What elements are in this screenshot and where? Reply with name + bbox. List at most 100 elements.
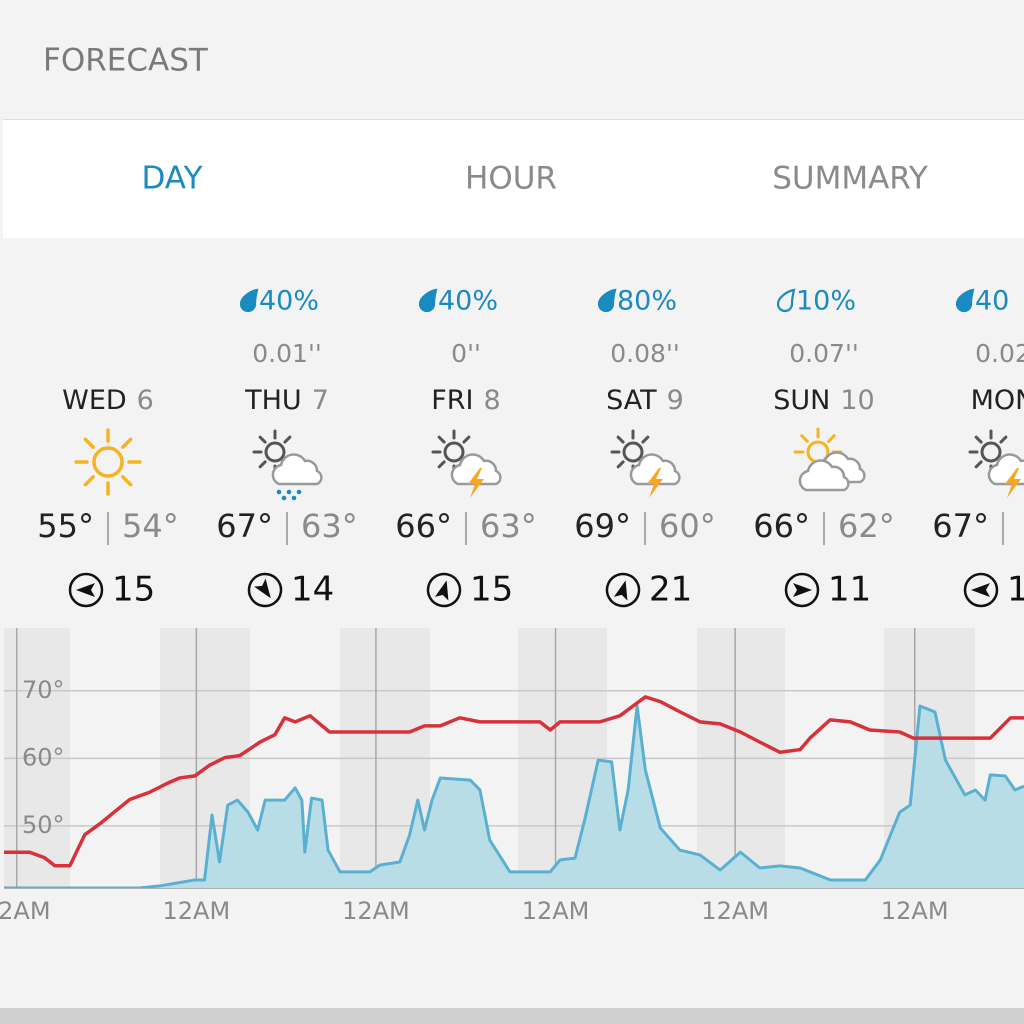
sun-ray [83, 475, 95, 487]
weather-icon [431, 429, 502, 498]
day-date: 8 [484, 385, 501, 416]
x-tick-label: 12AM [522, 897, 590, 925]
tab[interactable]: HOUR [465, 161, 557, 197]
precip-chance: 40% [259, 286, 319, 317]
wind-ring [247, 572, 283, 608]
day-name: SAT [606, 385, 657, 416]
x-tick-label: 12AM [881, 897, 949, 925]
day-column: 40% 0.01'' THU 7 67° 63° 14 [216, 286, 358, 610]
rain-drop [286, 489, 292, 495]
sun [622, 441, 644, 463]
wind-arrow [76, 583, 95, 597]
high-temp: 69° [574, 507, 631, 545]
day-column: 80% 0.08'' SAT 9 69° 60° 21 [574, 286, 715, 610]
low-temp: 54° [122, 507, 179, 545]
tab[interactable]: DAY [141, 161, 202, 197]
low-temp: 60° [659, 507, 716, 545]
precip-chance: 80% [617, 286, 677, 317]
wind-speed: 15 [470, 570, 513, 610]
sun-ray [800, 434, 809, 443]
precip-drop [776, 288, 796, 313]
cloud [987, 453, 1024, 486]
day-date: 10 [840, 385, 874, 416]
tabs: DAY HOUR SUMMARY [141, 161, 927, 197]
sun-ray [974, 460, 983, 469]
wind-ring [68, 572, 104, 608]
day-name: THU [244, 385, 302, 416]
low-temp: 62° [838, 507, 895, 545]
wind-speed: 14 [291, 570, 334, 610]
wind-icon [68, 572, 104, 608]
sun-ray [616, 435, 625, 444]
y-tick-label: 60° [22, 743, 65, 771]
wind-speed: 15 [112, 570, 155, 610]
weather-icon [252, 429, 323, 501]
y-tick-label: 70° [22, 676, 65, 704]
sun [980, 441, 1002, 463]
precip-chance: 10% [796, 286, 856, 317]
day-label: WED 6 [62, 385, 154, 416]
day-name: WED [62, 385, 127, 416]
wind-icon [963, 572, 999, 608]
precip-amount: 0.02 [975, 339, 1024, 368]
wind-ring [605, 572, 641, 608]
cloud [629, 453, 681, 486]
day-column: 40% 0'' FRI 8 66° 63° 15 [395, 286, 536, 610]
precip-amount: 0.08'' [610, 339, 679, 368]
x-tick-label: 12AM [0, 897, 51, 925]
sun-ray [121, 437, 133, 449]
wind-ring [963, 572, 999, 608]
sun [92, 446, 124, 478]
precip-chance: 40 [975, 286, 1009, 317]
low-temp: 63° [301, 507, 358, 545]
temperature-line [4, 695, 1024, 868]
day-label: THU 7 [244, 385, 329, 416]
day-date: 6 [137, 385, 154, 416]
sun-ray [999, 435, 1008, 444]
weather-icon [793, 427, 866, 492]
sun-ray [121, 475, 133, 487]
precip-drop [418, 288, 438, 313]
wind-arrow [613, 580, 628, 601]
sun-ray [641, 435, 650, 444]
section-title: FORECAST [43, 43, 209, 79]
high-temp: 55° [37, 507, 94, 545]
sun-ray [437, 435, 446, 444]
precip-drop [955, 288, 975, 313]
day-name: SUN [773, 385, 830, 416]
wind-icon [784, 572, 820, 608]
rain-drop [291, 495, 297, 501]
day-label: SAT 9 [606, 385, 684, 416]
precip-amount: 0.01'' [252, 339, 321, 368]
precip-amount: 0.07'' [789, 339, 858, 368]
day-label: MON [971, 385, 1024, 416]
sun [443, 441, 465, 463]
x-tick-label: 12AM [162, 897, 230, 925]
chart: 50° 60° 70° 12AM 12AM 12AM 12AM 12AM 12AM [0, 628, 1024, 925]
high-temp: 66° [753, 507, 810, 545]
sun-ray [258, 435, 267, 444]
x-tick-label: 12AM [342, 897, 410, 925]
day-columns: WED 6 55° 54° 15 40% 0.01'' THU 7 67° 63° 14 40% 0'' F… [37, 286, 1024, 610]
weather-icon [610, 429, 681, 498]
precip-drop [239, 288, 259, 313]
precip-drop [597, 288, 617, 313]
sun-ray [437, 460, 446, 469]
precip-chance: 40% [438, 286, 498, 317]
wind-arrow [793, 583, 812, 597]
rain-drop [276, 489, 282, 495]
wind-ring [426, 572, 462, 608]
rain-drop [296, 489, 302, 495]
day-label: FRI 8 [431, 385, 500, 416]
day-label: SUN 10 [773, 385, 874, 416]
wind-icon [426, 572, 462, 608]
day-column: WED 6 55° 54° 15 [37, 385, 178, 610]
high-temp: 67° [216, 507, 273, 545]
precip-amount: 0'' [451, 339, 481, 368]
wind-arrow [971, 583, 990, 597]
rain-drop [281, 495, 287, 501]
tab[interactable]: SUMMARY [772, 161, 928, 197]
sun-ray [974, 435, 983, 444]
precip-area [4, 706, 1024, 888]
